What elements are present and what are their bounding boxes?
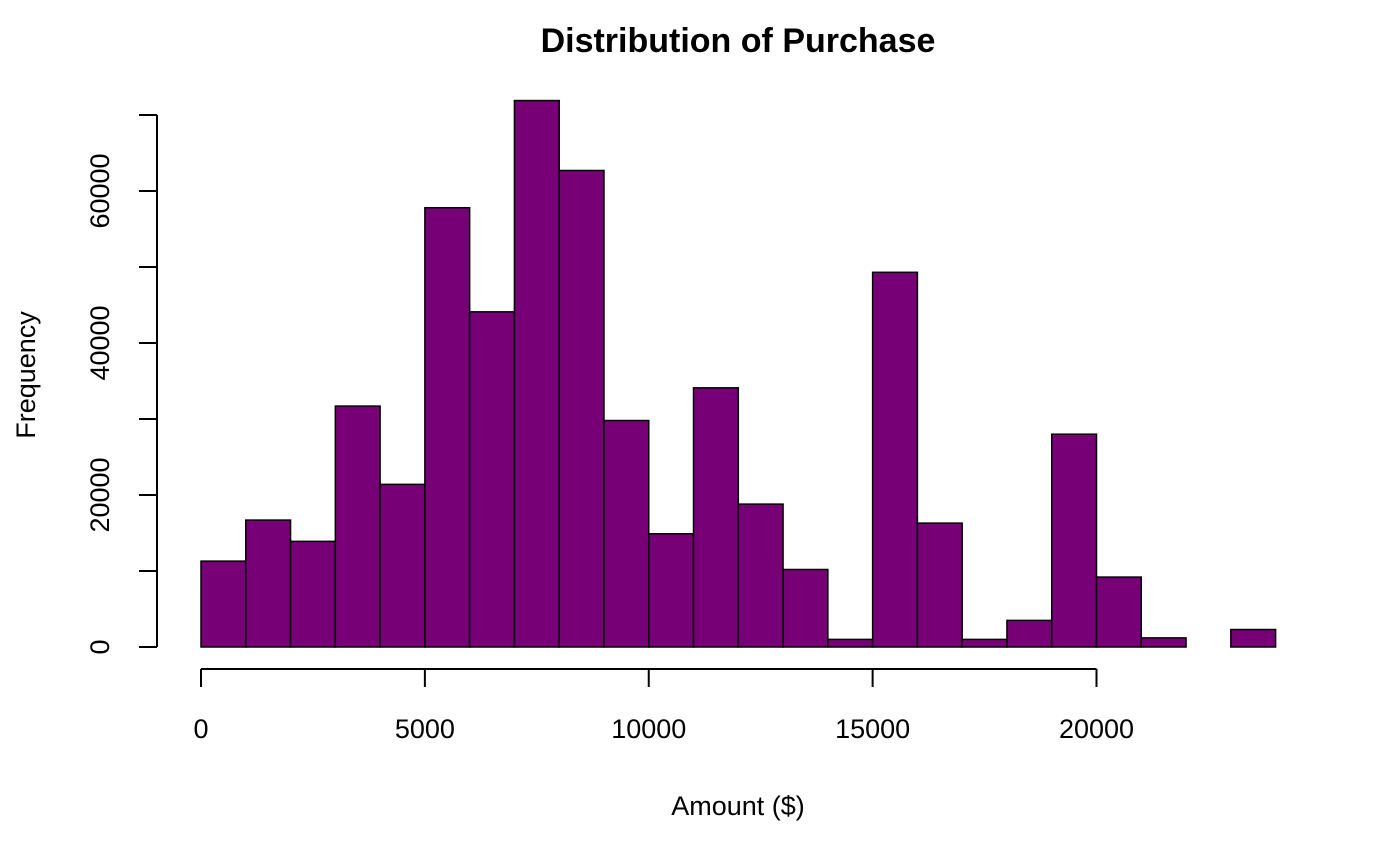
histogram-bar-2 bbox=[289, 540, 337, 648]
y-tick-label-2: 20000 bbox=[85, 457, 115, 532]
histogram-bar-4 bbox=[379, 483, 426, 648]
histogram-bar-8 bbox=[558, 169, 605, 648]
histogram-bar-9 bbox=[603, 419, 650, 648]
x-tick-label-0: 0 bbox=[193, 714, 208, 744]
y-tick-label-6: 60000 bbox=[85, 153, 115, 228]
chart-title: Distribution of Purchase bbox=[541, 22, 936, 60]
histogram-bar-3 bbox=[334, 405, 381, 648]
histogram-bar-5 bbox=[424, 206, 471, 648]
histogram-bar-7 bbox=[513, 99, 560, 648]
histogram-bars bbox=[200, 99, 1277, 648]
histogram-bar-14 bbox=[827, 638, 874, 648]
x-axis: 0 5000 10000 15000 20000 bbox=[193, 668, 1134, 744]
y-tick-label-4: 40000 bbox=[85, 305, 115, 380]
histogram-bar-16 bbox=[916, 522, 963, 648]
x-tick-label-2: 10000 bbox=[611, 714, 686, 744]
y-axis: 0 20000 40000 60000 bbox=[85, 114, 158, 655]
x-tick-label-4: 20000 bbox=[1059, 714, 1134, 744]
histogram-bar-6 bbox=[468, 311, 516, 648]
histogram-bar-20 bbox=[1095, 576, 1143, 648]
x-axis-label: Amount ($) bbox=[671, 791, 805, 821]
histogram-bar-17 bbox=[961, 638, 1008, 648]
histogram-bar-21 bbox=[1140, 637, 1187, 648]
histogram-bar-12 bbox=[737, 503, 784, 648]
histogram-bar-13 bbox=[782, 568, 829, 648]
histogram-bar-18 bbox=[1006, 619, 1053, 648]
y-axis-label: Frequency bbox=[11, 311, 41, 439]
histogram-bar-19 bbox=[1050, 433, 1098, 648]
x-tick-label-1: 5000 bbox=[395, 714, 455, 744]
x-tick-label-3: 15000 bbox=[835, 714, 910, 744]
histogram-bar-11 bbox=[692, 387, 740, 648]
histogram-bar-0 bbox=[200, 560, 247, 648]
histogram-bar-23 bbox=[1230, 628, 1277, 648]
histogram-bar-15 bbox=[871, 271, 919, 648]
y-tick-label-0: 0 bbox=[85, 639, 115, 654]
histogram-bar-1 bbox=[245, 519, 292, 648]
histogram-bar-10 bbox=[648, 533, 695, 648]
